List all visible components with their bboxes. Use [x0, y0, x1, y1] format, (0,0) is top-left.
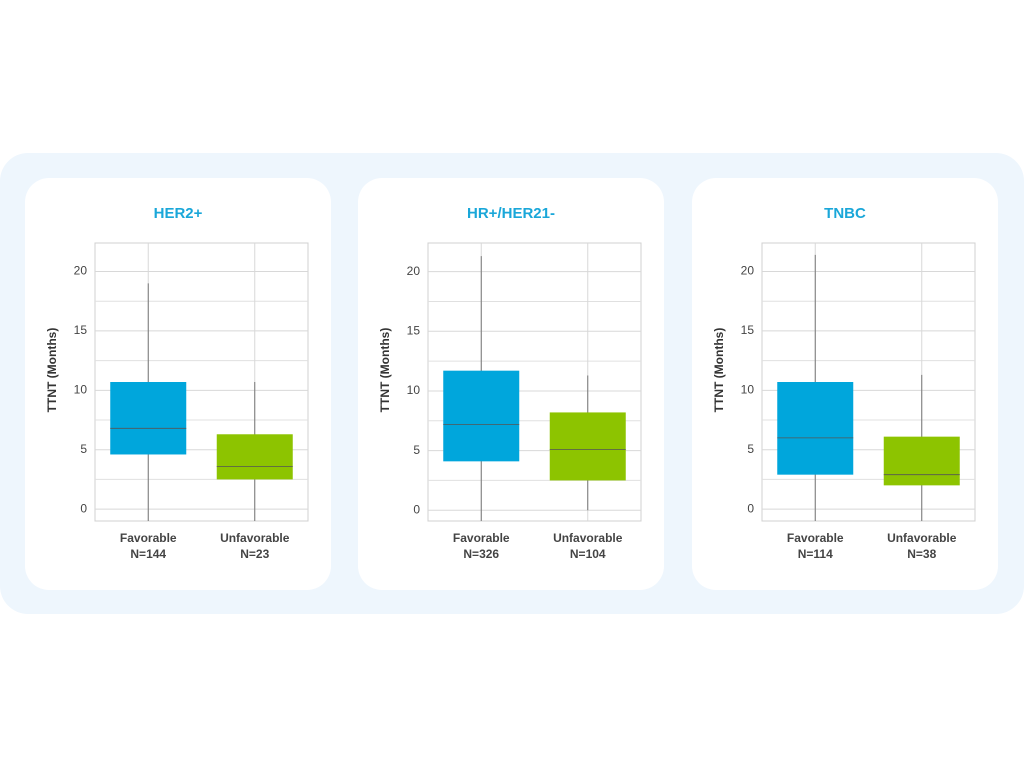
y-tick-label: 15	[407, 323, 421, 337]
box	[777, 382, 854, 475]
n-label: N=144	[130, 547, 166, 561]
y-tick-label: 10	[74, 382, 88, 396]
y-tick-label: 15	[74, 323, 88, 337]
x-tick-label: Unfavorable	[553, 531, 623, 545]
y-tick-label: 5	[80, 442, 87, 456]
plot-frame	[761, 242, 976, 522]
y-tick-label: 15	[741, 323, 755, 337]
box	[216, 434, 293, 480]
y-tick-label: 20	[74, 264, 88, 278]
x-tick-label: Favorable	[787, 531, 844, 545]
x-tick-label: Favorable	[120, 531, 177, 545]
y-tick-label: 0	[747, 501, 754, 515]
x-tick-label: Favorable	[453, 531, 510, 545]
y-tick-label: 0	[80, 501, 87, 515]
y-tick-label: 5	[413, 443, 420, 457]
y-axis-label: TTNT (Months)	[712, 328, 726, 413]
box	[110, 382, 187, 455]
n-label: N=326	[463, 547, 499, 561]
y-tick-label: 20	[407, 264, 421, 278]
y-tick-label: 5	[747, 442, 754, 456]
n-label: N=114	[798, 547, 833, 561]
chart-title: HER2+	[154, 205, 203, 222]
n-label: N=38	[907, 547, 936, 561]
box	[549, 412, 626, 481]
y-tick-label: 10	[407, 383, 421, 397]
y-axis-label: TTNT (Months)	[45, 328, 59, 413]
plot-frame	[427, 242, 642, 522]
plot-frame	[94, 242, 309, 522]
box	[443, 370, 520, 462]
y-axis-label: TTNT (Months)	[378, 328, 392, 413]
x-tick-label: Unfavorable	[220, 531, 290, 545]
box	[883, 436, 960, 486]
n-label: N=104	[570, 547, 606, 561]
y-tick-label: 20	[741, 264, 755, 278]
y-tick-label: 0	[413, 502, 420, 516]
n-label: N=23	[240, 547, 269, 561]
chart-title: TNBC	[824, 205, 866, 222]
chart-title: HR+/HER21-	[467, 205, 555, 222]
x-tick-label: Unfavorable	[887, 531, 957, 545]
y-tick-label: 10	[741, 382, 755, 396]
